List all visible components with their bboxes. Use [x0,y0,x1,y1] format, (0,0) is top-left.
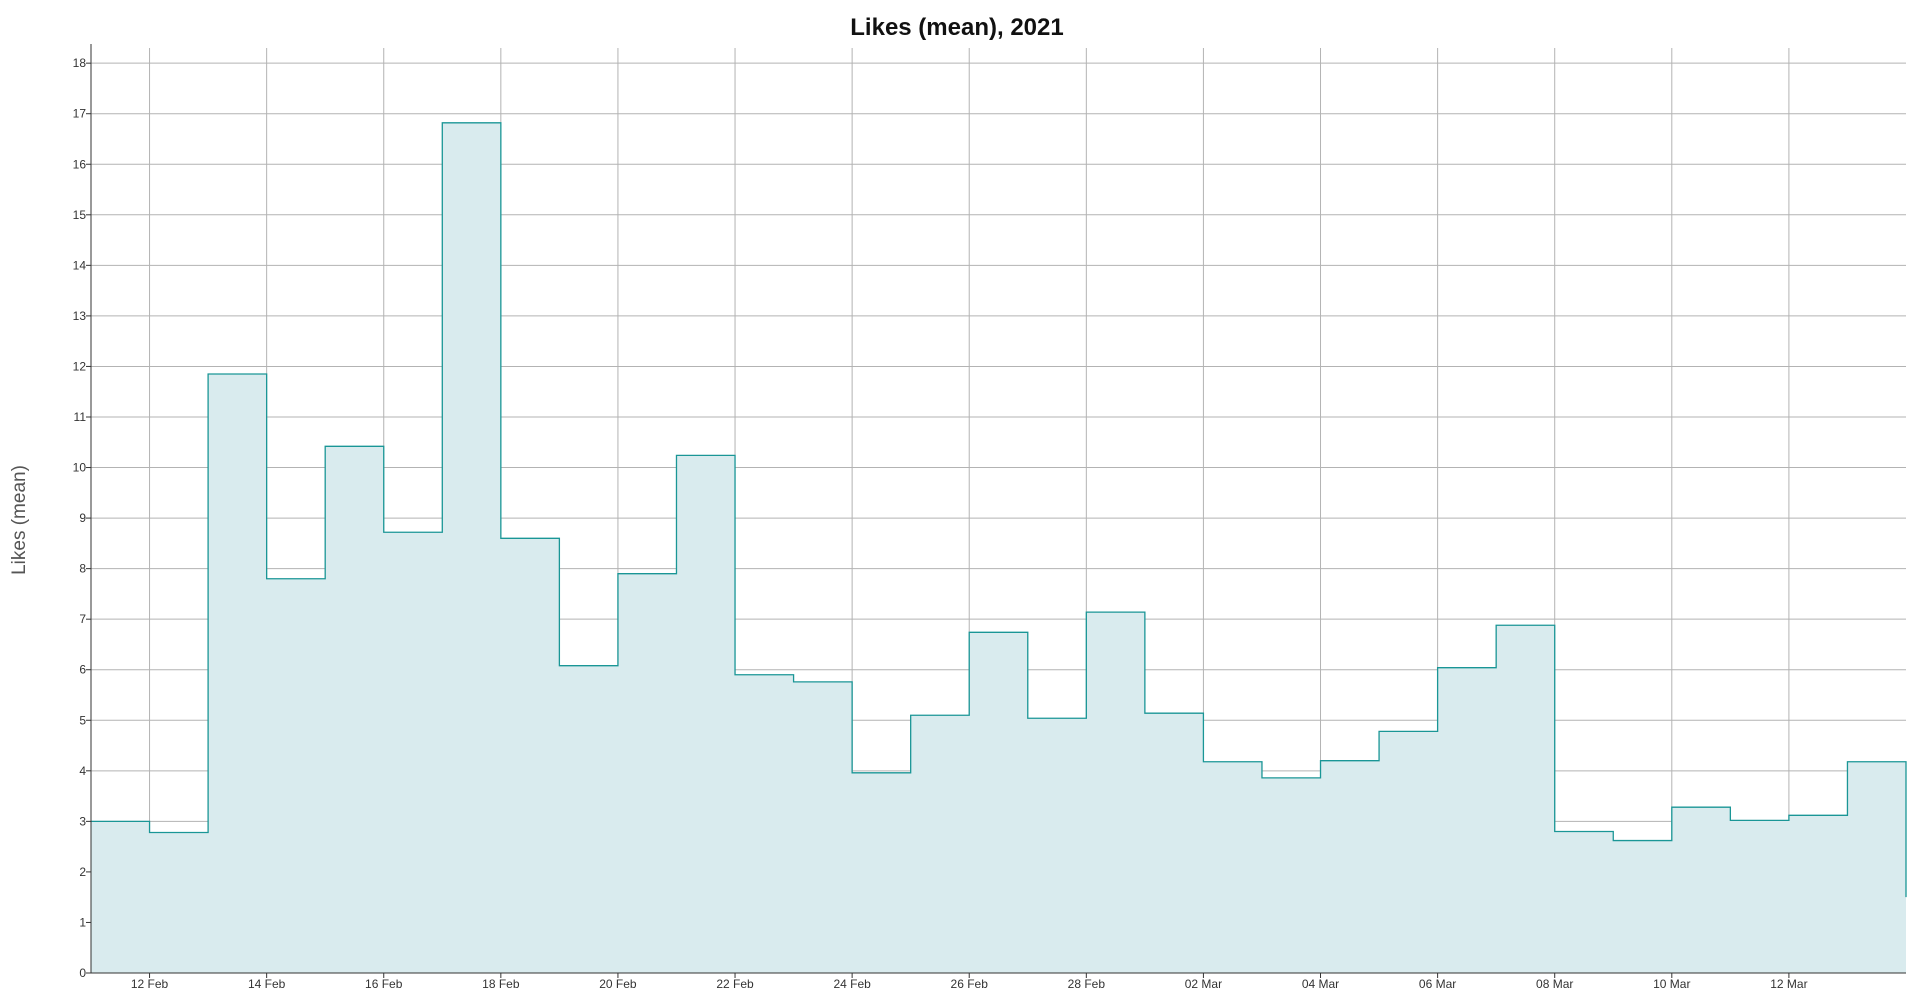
y-tick-label: 10 [73,461,87,475]
y-axis-label: Likes (mean) [9,465,30,575]
x-tick-label: 12 Mar [1770,977,1807,991]
x-tick-label: 24 Feb [833,977,871,991]
y-tick-label: 2 [79,865,86,879]
y-tick-label: 4 [79,764,86,778]
x-tick-label: 18 Feb [482,977,520,991]
x-tick-label: 10 Mar [1653,977,1690,991]
y-tick-label: 7 [79,612,86,626]
y-tick-label: 16 [73,157,87,171]
x-tick-labels: 12 Feb 14 Feb 16 Feb 18 Feb 20 Feb 22 Feb 24 F… [131,977,1808,991]
y-tick-label: 17 [73,107,87,121]
y-tick-label: 0 [79,966,86,980]
x-tick-label: 20 Feb [599,977,637,991]
x-tick-label: 16 Feb [365,977,403,991]
y-tick-label: 13 [73,309,87,323]
y-tick-label: 6 [79,663,86,677]
plot-area [91,122,1907,974]
y-tick-label: 18 [73,56,87,70]
x-tick-label: 14 Feb [248,977,286,991]
x-tick-label: 02 Mar [1185,977,1222,991]
y-tick-label: 1 [79,915,86,929]
x-tick-label: 12 Feb [131,977,169,991]
y-tick-label: 3 [79,814,86,828]
x-tick-label: 04 Mar [1302,977,1339,991]
x-tick-label: 22 Feb [716,977,754,991]
y-tick-label: 11 [74,410,87,424]
series-step-line [91,122,1907,898]
x-tick-label: 08 Mar [1536,977,1573,991]
axes [86,44,1906,978]
x-tick-label: 28 Feb [1068,977,1106,991]
series-area-fill [91,122,1906,974]
y-tick-label: 8 [79,562,86,576]
chart-title: Likes (mean), 2021 [850,14,1063,41]
x-tick-label: 06 Mar [1419,977,1456,991]
y-tick-label: 15 [73,208,87,222]
x-tick-label: 26 Feb [951,977,989,991]
y-tick-label: 5 [79,713,86,727]
y-tick-label: 9 [79,511,86,525]
y-tick-label: 12 [73,359,87,373]
y-tick-label: 14 [73,258,87,272]
